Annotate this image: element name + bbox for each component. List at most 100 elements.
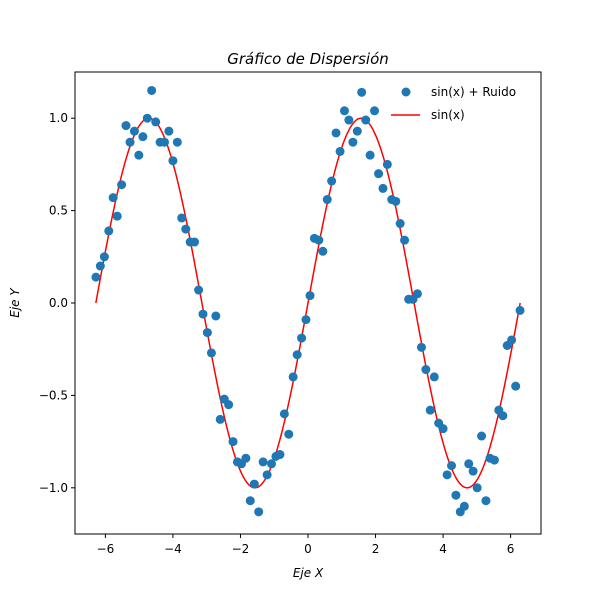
scatter-point <box>481 496 491 506</box>
scatter-point <box>395 219 405 229</box>
scatter-point <box>361 115 371 125</box>
scatter-point <box>112 211 122 221</box>
scatter-point <box>267 459 277 469</box>
scatter-point <box>472 483 482 493</box>
scatter-point <box>374 169 384 179</box>
scatter-point <box>464 459 474 469</box>
scatter-point <box>382 159 392 169</box>
legend-marker-scatter <box>401 87 411 97</box>
scatter-point <box>147 85 157 95</box>
scatter-point <box>164 126 174 136</box>
scatter-point <box>489 455 499 465</box>
x-tick-label: −2 <box>232 542 250 556</box>
scatter-point <box>262 470 272 480</box>
scatter-point <box>241 453 251 463</box>
x-tick-label: −4 <box>164 542 182 556</box>
scatter-point <box>211 311 221 321</box>
legend-label-scatter: sin(x) + Ruido <box>431 85 516 99</box>
x-tick-label: 2 <box>372 542 380 556</box>
scatter-point <box>451 490 461 500</box>
scatter-point <box>121 121 131 131</box>
scatter-point <box>275 450 285 460</box>
x-axis-ticks: −6 −4 −2 0 2 4 6 <box>97 534 515 556</box>
scatter-point <box>352 126 362 136</box>
scatter-point <box>159 137 169 147</box>
scatter-point <box>91 272 101 282</box>
scatter-point <box>421 365 431 375</box>
plot-area <box>91 85 525 517</box>
scatter-point <box>224 400 234 410</box>
x-tick-label: 4 <box>439 542 447 556</box>
scatter-point <box>515 305 525 315</box>
scatter-point <box>318 246 328 256</box>
scatter-point <box>416 342 426 352</box>
scatter-point <box>442 470 452 480</box>
y-tick-label: −0.5 <box>39 388 68 402</box>
scatter-point <box>301 315 311 325</box>
scatter-point <box>228 437 238 447</box>
scatter-point <box>429 372 439 382</box>
y-tick-label: 0.5 <box>49 204 68 218</box>
y-tick-label: −1.0 <box>39 481 68 495</box>
scatter-point <box>288 372 298 382</box>
scatter-point <box>202 328 212 338</box>
y-axis-ticks: −1.0 −0.5 0.0 0.5 1.0 <box>39 111 75 495</box>
scatter-point <box>400 235 410 245</box>
scatter-point <box>378 183 388 193</box>
scatter-point <box>129 126 139 136</box>
scatter-point <box>151 117 161 127</box>
scatter-point <box>142 113 152 123</box>
scatter-point <box>134 150 144 160</box>
x-axis-label: Eje X <box>293 566 324 580</box>
scatter-point <box>357 87 367 97</box>
scatter-point <box>245 496 255 506</box>
scatter-point <box>468 466 478 476</box>
scatter-point <box>168 156 178 166</box>
scatter-point <box>327 176 337 186</box>
y-tick-label: 0.0 <box>49 296 68 310</box>
scatter-point <box>391 196 401 206</box>
scatter-point <box>425 405 435 415</box>
scatter-point <box>314 235 324 245</box>
scatter-point <box>181 224 191 234</box>
scatter-point <box>459 501 469 511</box>
scatter-point <box>511 381 521 391</box>
scatter-point <box>339 106 349 116</box>
scatter-point <box>108 193 118 203</box>
scatter-point <box>322 195 332 205</box>
y-tick-label: 1.0 <box>49 111 68 125</box>
scatter-point <box>177 213 187 223</box>
scatter-point <box>249 479 259 489</box>
scatter-point <box>344 115 354 125</box>
legend-label-line: sin(x) <box>431 108 465 122</box>
scatter-point <box>331 128 341 138</box>
legend: sin(x) + Ruido sin(x) <box>391 85 516 122</box>
scatter-point <box>104 226 114 236</box>
scatter-point <box>284 429 294 439</box>
scatter-point <box>206 348 216 358</box>
scatter-point <box>297 333 307 343</box>
scatter-point <box>138 132 148 142</box>
scatter-point <box>258 457 268 467</box>
scatter-point <box>507 335 517 345</box>
scatter-point <box>348 137 358 147</box>
scatter-point <box>95 261 105 271</box>
scatter-point <box>99 252 109 262</box>
x-tick-label: 6 <box>507 542 515 556</box>
scatter-point <box>305 291 315 301</box>
scatter-point <box>438 424 448 434</box>
scatter-point <box>370 106 380 116</box>
scatter-point <box>335 146 345 156</box>
scatter-point <box>198 309 208 319</box>
scatter-point <box>365 150 375 160</box>
scatter-point <box>447 461 457 471</box>
scatter-point <box>215 414 225 424</box>
scatter-point <box>498 411 508 421</box>
scatter-point <box>190 237 200 247</box>
scatter-point <box>292 350 302 360</box>
y-axis-label: Eje Y <box>8 287 22 318</box>
scatter-point <box>279 409 289 419</box>
x-tick-label: 0 <box>304 542 312 556</box>
